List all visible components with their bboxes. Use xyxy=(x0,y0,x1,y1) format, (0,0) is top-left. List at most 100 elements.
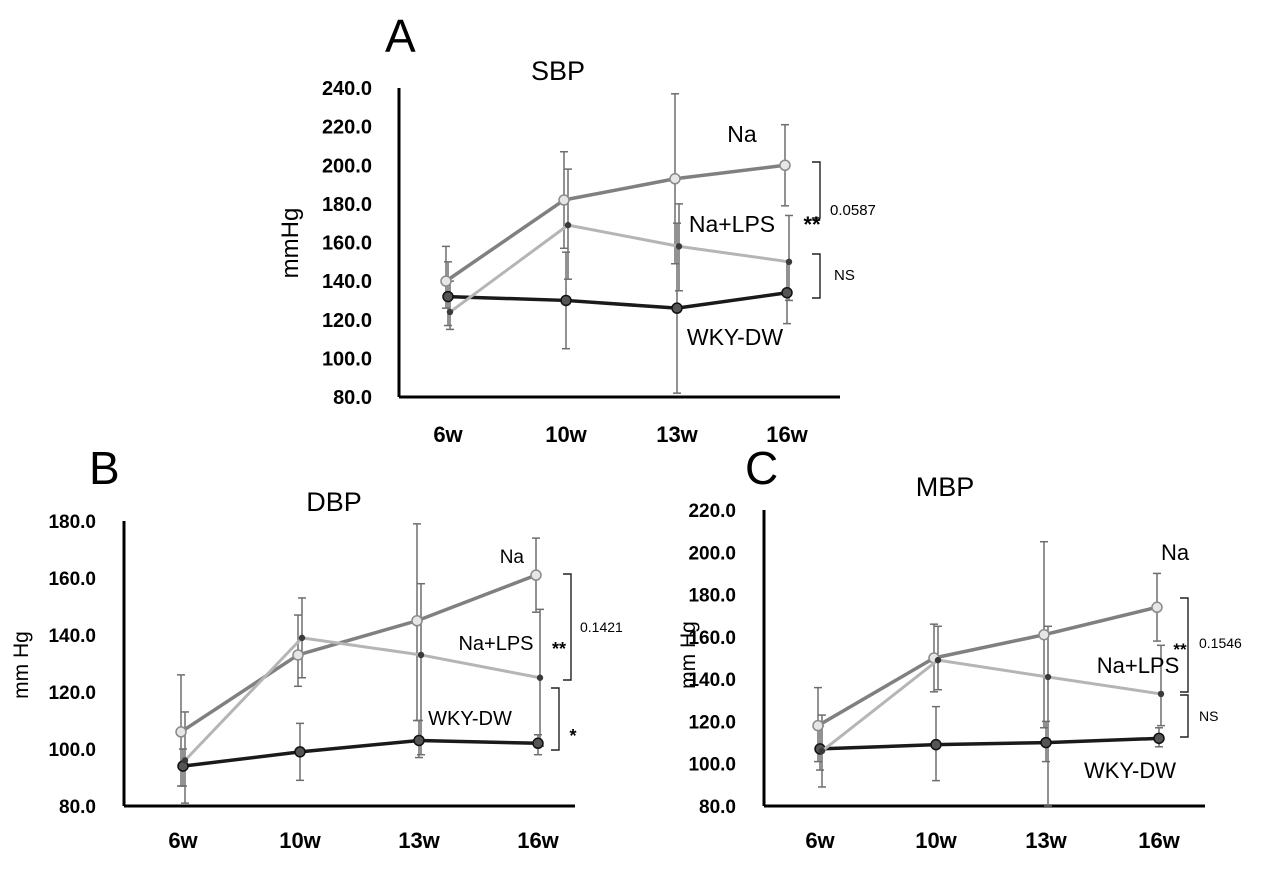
y-tick-label: 160.0 xyxy=(322,233,372,255)
series-label-na: Na xyxy=(727,121,757,147)
series-label-na: Na xyxy=(500,547,525,568)
y-axis-label: mmHg xyxy=(277,208,304,279)
data-point-na xyxy=(292,649,304,661)
y-tick-label: 200.0 xyxy=(322,155,372,177)
y-tick-label: 180.0 xyxy=(48,512,96,533)
significance-label: 0.1546 xyxy=(1199,635,1242,651)
data-point-wky xyxy=(1040,736,1052,749)
significance-label: 0.1421 xyxy=(580,619,623,635)
data-point-na xyxy=(530,569,542,581)
x-tick-label: 16w xyxy=(766,422,808,447)
y-tick-label: 200.0 xyxy=(688,543,736,564)
x-tick-label: 6w xyxy=(805,828,835,853)
chart-panel-c: C MBP 80.0 100.0 120.0 140.0 160.0 180.0 200.0 22… xyxy=(677,442,1242,853)
chart-title: SBP xyxy=(531,56,585,86)
data-point-na_lps xyxy=(1157,690,1165,698)
y-tick-label: 120.0 xyxy=(688,712,736,733)
series-label-wky: WKY-DW xyxy=(428,708,512,730)
data-point-na xyxy=(558,194,570,206)
series-line-na_lps xyxy=(821,658,1162,753)
data-point-na_lps xyxy=(934,656,942,664)
chart-panel-b: B DBP 80.0 100.0 120.0 140.0 160.0 180.0 6w 10w 13… xyxy=(10,442,623,853)
data-point-na_lps xyxy=(785,258,793,266)
y-tick-label: 160.0 xyxy=(48,569,96,590)
significance-bracket xyxy=(551,687,560,751)
panel-letter: C xyxy=(745,442,778,494)
y-tick-label: 80.0 xyxy=(59,797,96,818)
series-label-na_lps: Na+LPS xyxy=(1097,653,1180,678)
y-tick-label: 100.0 xyxy=(688,755,736,776)
y-tick-label: 160.0 xyxy=(688,628,736,649)
x-tick-label: 16w xyxy=(1138,828,1180,853)
significance-bracket xyxy=(812,161,821,219)
data-point-na_lps xyxy=(675,243,683,250)
data-point-wky xyxy=(930,738,942,751)
data-point-na xyxy=(411,615,423,627)
series-line-na_lps xyxy=(449,223,790,314)
x-tick-label: 10w xyxy=(915,828,957,853)
data-point-wky xyxy=(781,286,793,299)
data-point-wky xyxy=(413,734,425,747)
series-label-na_lps: Na+LPS xyxy=(689,211,775,237)
data-point-na xyxy=(1038,628,1050,641)
y-tick-label: 100.0 xyxy=(48,740,96,761)
x-tick-label: 13w xyxy=(1025,828,1067,853)
x-tick-label: 16w xyxy=(517,828,559,853)
y-axis-label: mm Hg xyxy=(10,631,33,699)
significance-label: 0.0587 xyxy=(830,202,876,219)
y-tick-label: 100.0 xyxy=(322,348,372,370)
x-tick-label: 13w xyxy=(656,422,698,447)
significance-bracket xyxy=(812,253,821,299)
x-tick-label: 10w xyxy=(279,828,321,853)
y-tick-label: 140.0 xyxy=(688,670,736,691)
y-tick-label: 180.0 xyxy=(322,194,372,216)
y-tick-label: 220.0 xyxy=(688,501,736,522)
significance-label: * xyxy=(569,726,576,746)
data-point-na xyxy=(669,173,681,185)
significance-bracket xyxy=(563,573,572,681)
series-line-wky xyxy=(447,290,788,310)
x-tick-label: 13w xyxy=(398,828,440,853)
series-line-wky xyxy=(819,736,1160,751)
y-tick-label: 120.0 xyxy=(48,683,96,704)
chart-title: DBP xyxy=(306,487,362,517)
series-line-na xyxy=(445,163,786,283)
significance-label: ** xyxy=(1173,640,1187,659)
chart-title: MBP xyxy=(916,472,975,502)
series-line-na xyxy=(817,605,1158,728)
y-tick-label: 140.0 xyxy=(322,271,372,293)
data-point-wky xyxy=(1153,732,1165,745)
data-point-wky xyxy=(560,294,572,307)
y-tick-label: 140.0 xyxy=(48,626,96,647)
data-point-na xyxy=(440,275,452,287)
data-point-na_lps xyxy=(564,221,572,229)
panel-letter: B xyxy=(89,442,120,494)
series-label-wky: WKY-DW xyxy=(1084,758,1176,783)
x-tick-label: 6w xyxy=(433,422,463,447)
significance-label: NS xyxy=(834,267,855,284)
series-line-na_lps xyxy=(183,636,541,762)
data-point-na xyxy=(1151,601,1163,614)
y-tick-label: 120.0 xyxy=(322,310,372,332)
series-label-na_lps: Na+LPS xyxy=(458,633,533,655)
data-point-na xyxy=(175,726,187,738)
y-tick-label: 80.0 xyxy=(333,387,372,409)
data-point-na_lps xyxy=(181,757,189,764)
y-tick-label: 220.0 xyxy=(322,117,372,139)
series-label-wky: WKY-DW xyxy=(687,324,784,350)
data-point-na_lps xyxy=(536,674,544,681)
x-tick-label: 6w xyxy=(168,828,198,853)
series-line-na xyxy=(180,573,537,734)
data-point-na_lps xyxy=(298,634,306,642)
chart-panel-a: A SBP 80.0 100.0 120.0 140.0 160.0 180.0 200.0 22… xyxy=(277,10,876,447)
significance-label: NS xyxy=(1199,708,1218,724)
y-tick-label: 180.0 xyxy=(688,586,736,607)
significance-label: ** xyxy=(552,639,566,659)
significance-label: ** xyxy=(803,212,821,237)
panel-letter: A xyxy=(385,10,416,62)
data-point-wky xyxy=(532,737,544,750)
data-point-wky xyxy=(442,290,454,303)
y-axis-label: mm Hg xyxy=(677,621,700,689)
y-tick-label: 240.0 xyxy=(322,78,372,100)
